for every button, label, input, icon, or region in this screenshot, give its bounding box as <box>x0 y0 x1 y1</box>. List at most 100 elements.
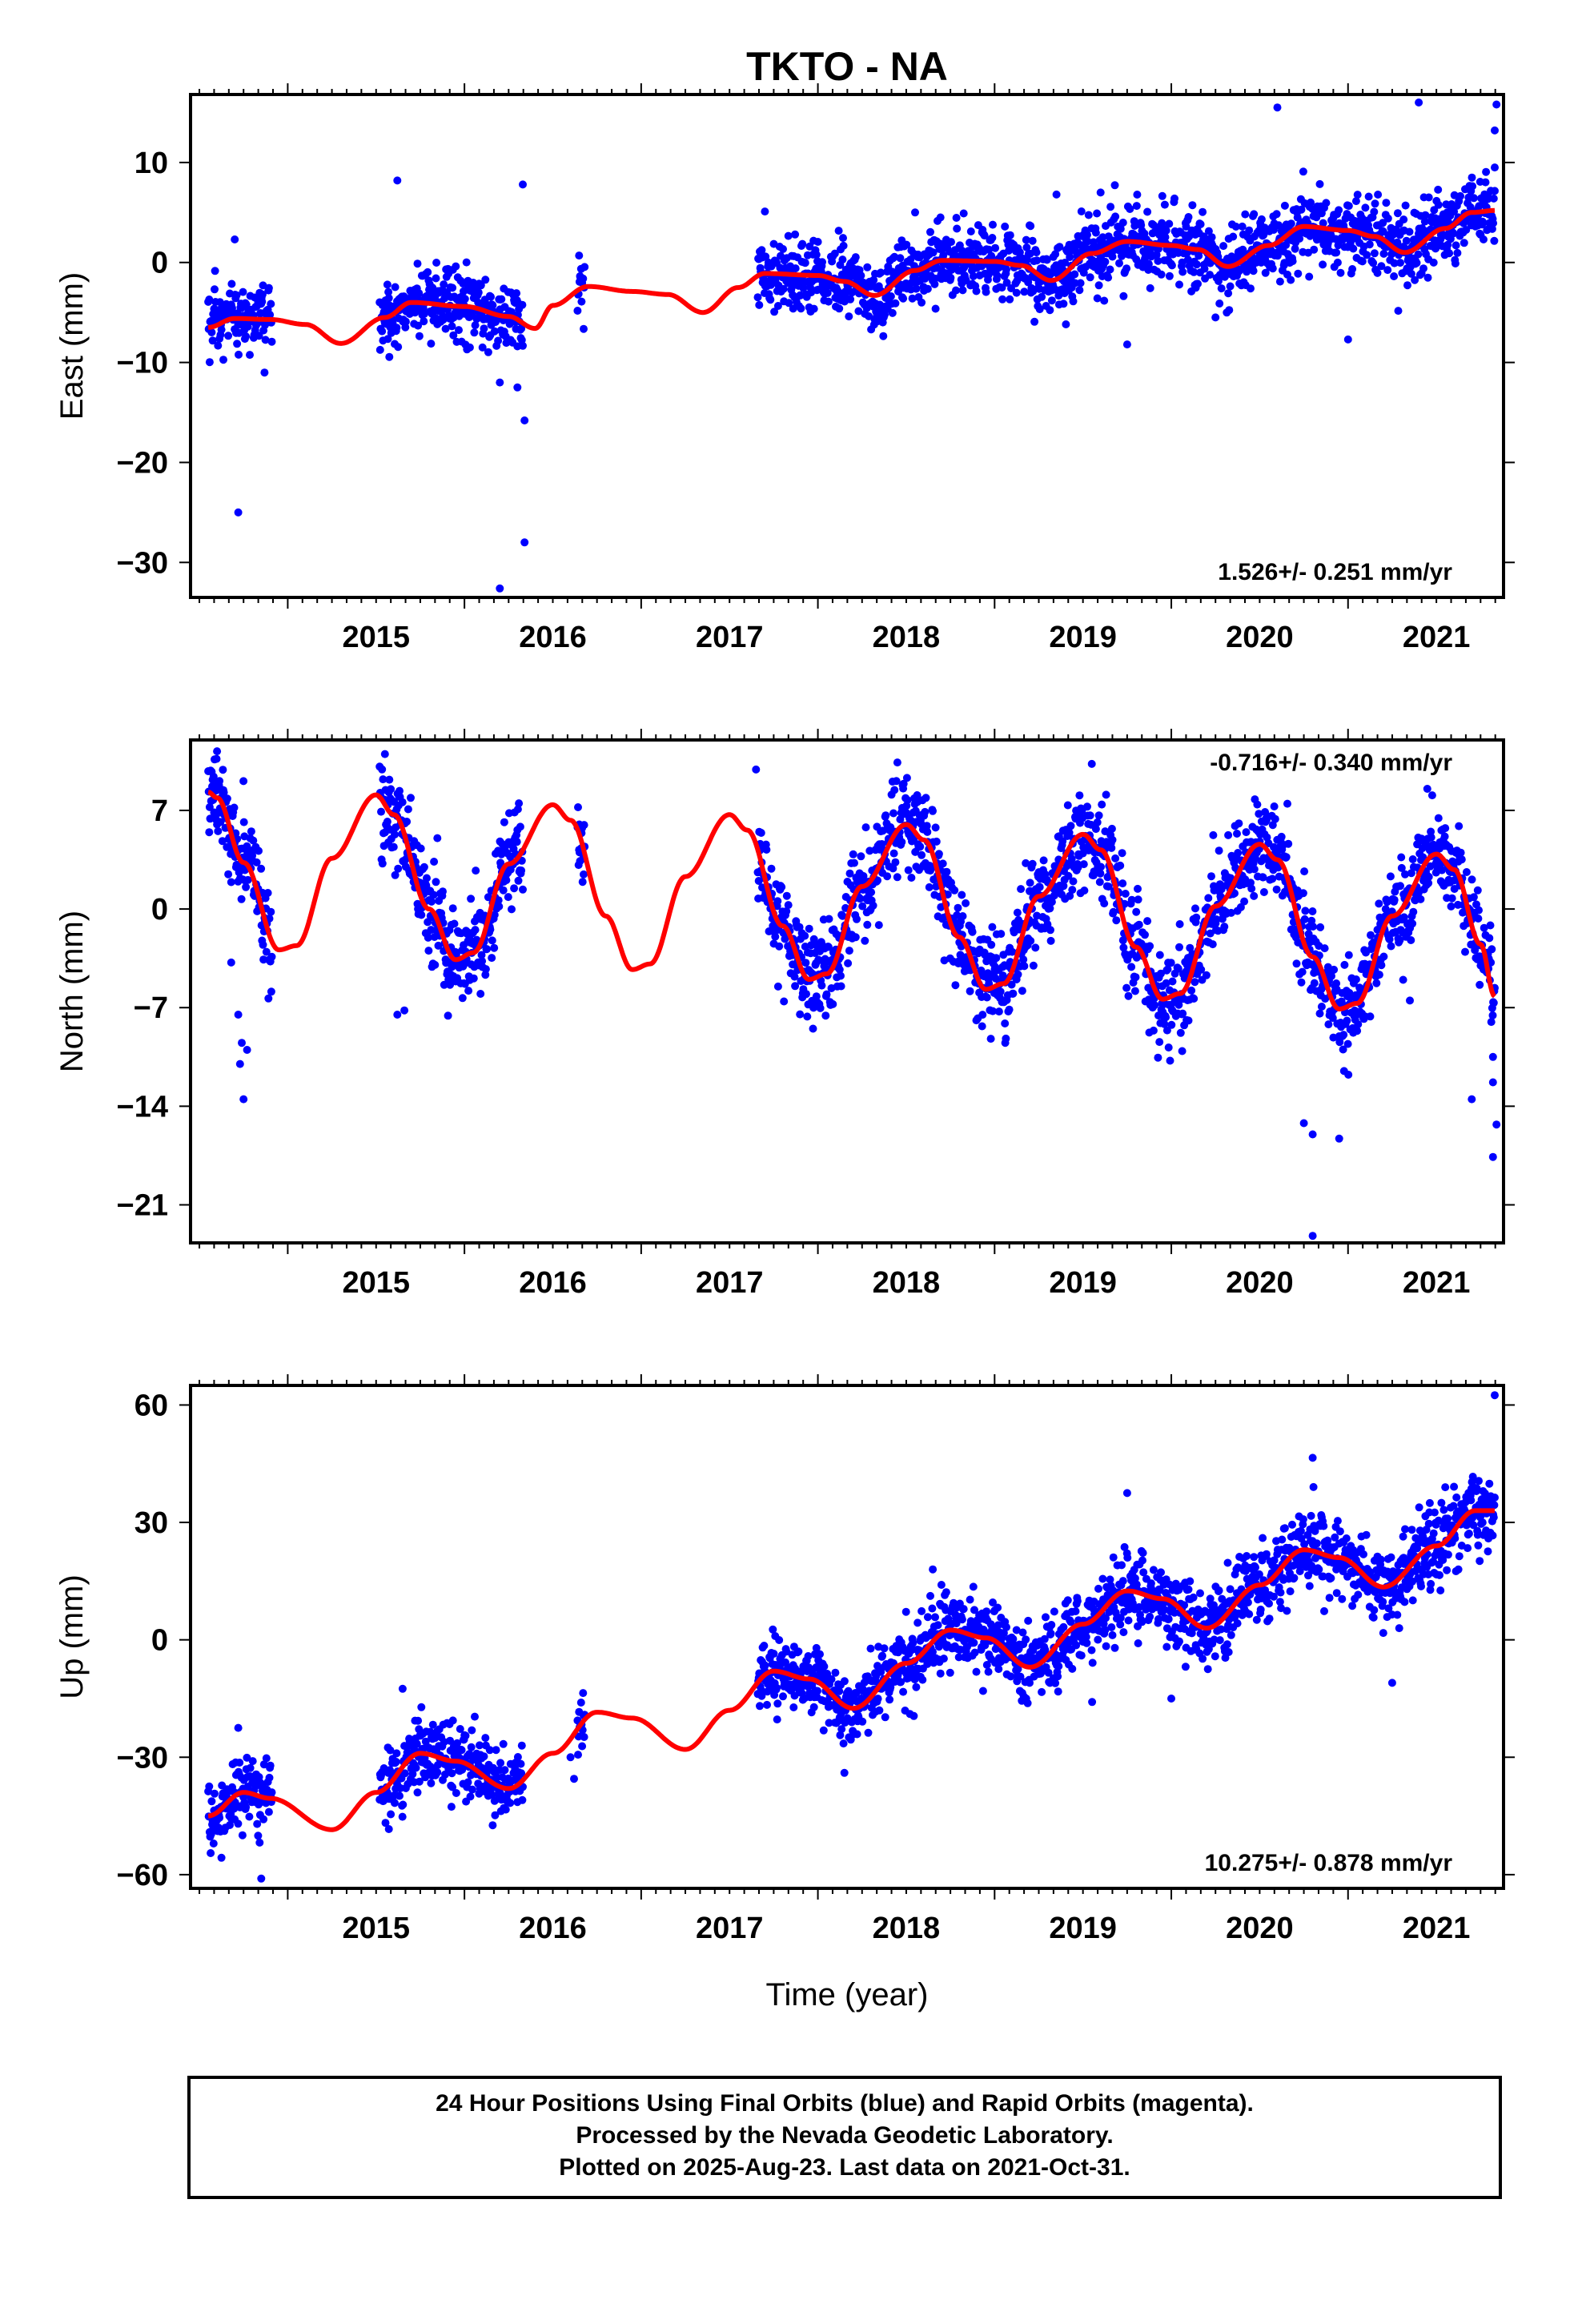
data-point <box>795 923 804 931</box>
data-point <box>861 936 869 945</box>
data-point <box>207 1849 215 1857</box>
data-point <box>773 1699 782 1708</box>
data-point <box>252 858 261 866</box>
data-point <box>992 954 1001 963</box>
data-point <box>873 876 881 885</box>
data-point <box>1106 203 1115 211</box>
data-point <box>1407 869 1415 878</box>
data-point <box>1488 1011 1497 1019</box>
data-point <box>1170 194 1178 203</box>
data-point <box>579 1689 588 1698</box>
data-point <box>1475 906 1483 915</box>
data-point <box>883 872 892 881</box>
data-point <box>1001 1039 1010 1047</box>
data-point <box>1052 190 1061 199</box>
data-point <box>1272 210 1281 219</box>
data-point <box>1219 242 1228 251</box>
data-point <box>877 840 886 848</box>
data-point <box>962 899 970 907</box>
data-point <box>1227 874 1235 883</box>
y-tick-label: −21 <box>117 1189 168 1223</box>
data-point <box>888 308 897 317</box>
data-point <box>797 304 805 313</box>
x-tick-label: 2015 <box>342 621 410 654</box>
data-point <box>481 275 490 284</box>
data-point <box>819 1726 828 1735</box>
data-point <box>991 243 1000 252</box>
data-point <box>805 924 813 933</box>
data-point <box>932 837 941 846</box>
data-point <box>757 1691 766 1700</box>
data-point <box>790 972 799 981</box>
data-point <box>1453 248 1462 257</box>
data-point <box>219 766 227 774</box>
data-point <box>1028 236 1037 245</box>
data-point <box>517 324 526 333</box>
data-point <box>393 176 402 185</box>
data-point <box>890 786 899 794</box>
data-point <box>1386 872 1395 881</box>
x-tick-label: 2018 <box>873 621 941 654</box>
data-point <box>1093 818 1102 826</box>
x-tick-label: 2015 <box>342 1266 410 1300</box>
data-point <box>1157 969 1165 978</box>
data-point <box>255 332 263 340</box>
data-point <box>1175 920 1184 928</box>
data-point <box>257 864 266 873</box>
data-point <box>1134 920 1143 929</box>
data-point <box>259 1815 268 1823</box>
data-point <box>1403 281 1411 290</box>
data-point <box>1489 219 1498 227</box>
data-point <box>415 289 424 298</box>
data-point <box>217 1853 226 1862</box>
data-point <box>939 251 948 259</box>
data-point <box>483 945 492 954</box>
data-point <box>755 300 764 309</box>
data-point <box>260 368 269 377</box>
data-point <box>1319 219 1327 227</box>
data-point <box>580 324 588 333</box>
data-point <box>1186 943 1195 952</box>
data-point <box>904 866 913 875</box>
data-point <box>1280 201 1289 210</box>
data-point <box>1083 231 1091 239</box>
data-point <box>931 823 940 832</box>
data-point <box>959 209 968 218</box>
data-point <box>520 416 529 424</box>
data-point <box>1307 198 1315 207</box>
data-point <box>485 1746 494 1755</box>
data-point <box>899 294 908 303</box>
data-point <box>476 1741 484 1750</box>
data-point <box>874 921 883 930</box>
data-point <box>987 940 996 949</box>
data-point <box>839 234 847 243</box>
data-point <box>471 1712 479 1721</box>
data-point <box>428 897 436 906</box>
data-point <box>1310 979 1319 987</box>
data-point <box>1206 271 1215 279</box>
data-point <box>447 1803 456 1811</box>
data-point <box>1424 193 1433 202</box>
data-point <box>392 1749 401 1758</box>
data-point <box>267 987 275 996</box>
data-point <box>1358 257 1367 266</box>
data-point <box>224 870 233 879</box>
data-point <box>1127 895 1136 904</box>
data-point <box>399 1800 408 1809</box>
data-point <box>1406 996 1414 1005</box>
data-point <box>1488 945 1496 954</box>
data-point <box>508 905 516 914</box>
data-point <box>1122 340 1131 349</box>
data-point <box>1111 854 1120 862</box>
data-point <box>389 842 398 851</box>
data-point <box>231 235 239 243</box>
data-point <box>796 1010 805 1019</box>
data-point <box>400 1769 409 1778</box>
data-point <box>1369 259 1378 267</box>
data-point <box>1038 292 1046 301</box>
data-point <box>1108 835 1117 844</box>
data-point <box>501 1805 510 1814</box>
data-point <box>1468 875 1476 884</box>
data-point <box>1344 202 1353 211</box>
data-point <box>1141 931 1149 939</box>
